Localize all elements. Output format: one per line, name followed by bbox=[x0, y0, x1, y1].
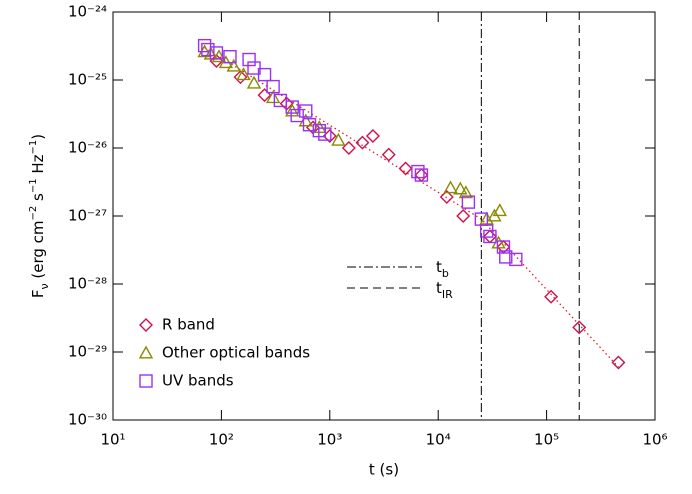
legend-marker bbox=[139, 318, 153, 332]
y-tick-label: 10⁻³⁰ bbox=[68, 411, 107, 429]
reference-legend-sub: IR bbox=[442, 288, 453, 301]
x-tick-label: 10⁴ bbox=[426, 431, 451, 449]
data-point bbox=[246, 75, 262, 89]
x-tick-label: 10⁶ bbox=[642, 431, 667, 449]
y-axis-label-part: (erg cm bbox=[29, 220, 47, 283]
data-point bbox=[453, 181, 468, 195]
legend-marker bbox=[139, 374, 153, 388]
y-axis-label-part: −2 bbox=[28, 206, 39, 221]
y-axis-label: Fν (erg cm−2 s−1 Hz−1) bbox=[28, 134, 51, 298]
x-tick-label: 10¹ bbox=[100, 431, 125, 449]
y-tick-label: 10⁻²⁴ bbox=[68, 3, 107, 21]
data-point bbox=[257, 67, 272, 82]
data-point bbox=[398, 161, 413, 176]
x-tick-label: 10³ bbox=[317, 431, 342, 449]
data-point bbox=[509, 252, 523, 267]
data-point bbox=[456, 209, 471, 223]
data-point bbox=[381, 147, 396, 162]
y-axis-label-part: −1 bbox=[28, 140, 39, 155]
data-point bbox=[355, 135, 370, 150]
data-point bbox=[461, 195, 476, 209]
legend-marker bbox=[138, 345, 154, 359]
data-point bbox=[285, 100, 299, 114]
data-point bbox=[341, 141, 356, 155]
data-point bbox=[285, 103, 300, 117]
data-point bbox=[499, 250, 513, 264]
data-point bbox=[439, 190, 454, 205]
data-point bbox=[223, 50, 237, 64]
data-point bbox=[365, 129, 380, 144]
legend-label: R band bbox=[162, 316, 215, 334]
y-tick-label: 10⁻²⁸ bbox=[68, 275, 107, 293]
model-line bbox=[204, 47, 619, 368]
data-point bbox=[290, 108, 304, 123]
data-point bbox=[443, 180, 458, 194]
y-tick-label: 10⁻²⁷ bbox=[68, 207, 107, 225]
data-point bbox=[331, 132, 346, 146]
data-point bbox=[611, 355, 626, 370]
data-point bbox=[414, 168, 429, 182]
data-point bbox=[242, 52, 256, 67]
data-point bbox=[496, 240, 511, 254]
data-point bbox=[544, 289, 559, 304]
reference-legend-text: t bbox=[436, 279, 442, 297]
legend-label: Other optical bands bbox=[162, 344, 310, 362]
data-point bbox=[411, 164, 425, 179]
reference-legend-label: tb bbox=[436, 258, 449, 280]
data-point bbox=[236, 67, 251, 81]
data-point bbox=[414, 168, 429, 183]
x-tick-label: 10² bbox=[209, 431, 234, 449]
reference-legend-sub: b bbox=[442, 267, 449, 280]
y-axis-label-part: s bbox=[29, 193, 47, 206]
legend-label: UV bands bbox=[162, 372, 234, 390]
data-point bbox=[265, 90, 281, 104]
data-point bbox=[197, 38, 212, 53]
data-point bbox=[458, 185, 474, 199]
data-point bbox=[233, 70, 248, 85]
y-axis-label-part: F bbox=[29, 290, 47, 299]
y-axis-label-part: ) bbox=[29, 134, 47, 140]
x-tick-label: 10⁵ bbox=[534, 431, 559, 449]
data-point bbox=[226, 58, 241, 72]
reference-legend-text: t bbox=[436, 258, 442, 276]
x-axis-label: t (s) bbox=[369, 461, 399, 479]
y-axis-label-part: −1 bbox=[28, 178, 39, 193]
data-point bbox=[318, 127, 332, 141]
data-point bbox=[492, 203, 507, 217]
data-point bbox=[572, 320, 587, 335]
y-axis-label-part: ν bbox=[38, 283, 51, 289]
y-tick-label: 10⁻²⁵ bbox=[68, 71, 107, 89]
data-point bbox=[209, 46, 224, 60]
y-tick-label: 10⁻²⁹ bbox=[68, 343, 107, 361]
data-point bbox=[299, 104, 313, 118]
data-point bbox=[266, 79, 280, 94]
y-axis-label-part: Hz bbox=[29, 154, 47, 178]
reference-legend-label: tIR bbox=[436, 279, 453, 301]
data-point bbox=[483, 229, 497, 244]
y-tick-label: 10⁻²⁶ bbox=[68, 139, 107, 157]
data-point bbox=[201, 42, 215, 57]
